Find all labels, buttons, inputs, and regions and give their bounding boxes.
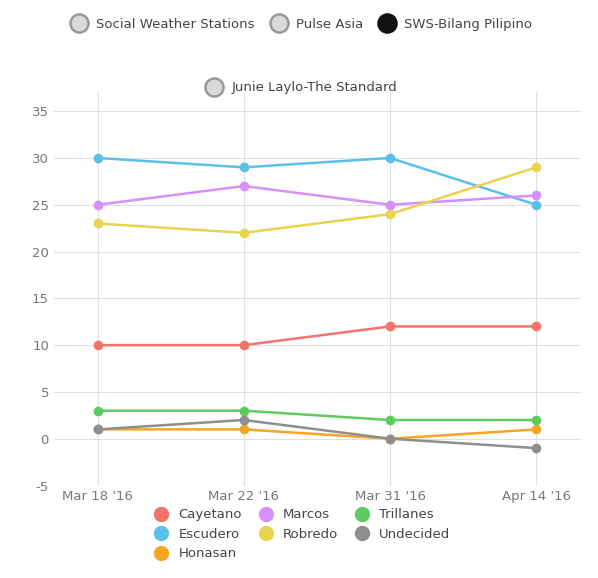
Legend: Social Weather Stations, Pulse Asia, SWS-Bilang Pilipino: Social Weather Stations, Pulse Asia, SWS… <box>61 12 537 36</box>
Legend: Cayetano, Escudero, Honasan, Marcos, Robredo, Trillanes, Undecided: Cayetano, Escudero, Honasan, Marcos, Rob… <box>143 503 455 566</box>
Legend: Junie Laylo-The Standard: Junie Laylo-The Standard <box>196 76 402 99</box>
